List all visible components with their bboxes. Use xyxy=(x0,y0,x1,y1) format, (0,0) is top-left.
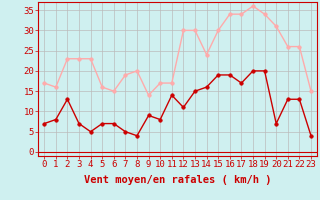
X-axis label: Vent moyen/en rafales ( km/h ): Vent moyen/en rafales ( km/h ) xyxy=(84,175,271,185)
